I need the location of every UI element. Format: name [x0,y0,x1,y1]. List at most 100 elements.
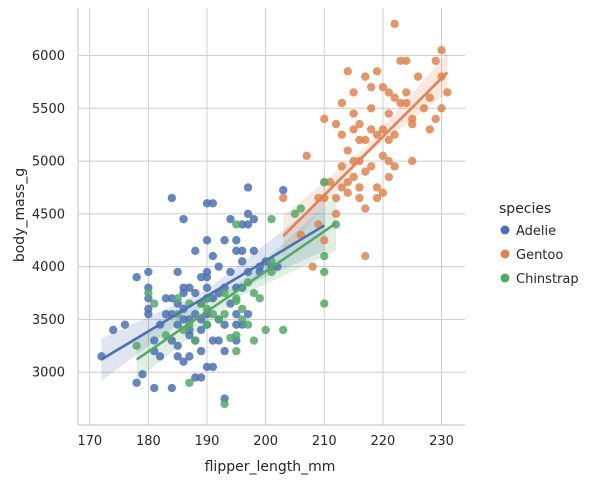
point-gentoo [361,251,370,261]
point-chinstrap [208,309,218,319]
point-gentoo [361,135,370,145]
point-gentoo [378,151,388,160]
point-adelie [120,320,130,329]
point-chinstrap [232,331,241,340]
point-gentoo [308,262,317,271]
y-tick-label: 5000 [32,155,65,170]
point-gentoo [349,88,358,97]
point-adelie [196,346,206,356]
point-chinstrap [255,294,264,303]
point-chinstrap [249,288,259,298]
point-adelie [214,262,223,271]
regression-line-adelie [100,224,325,361]
point-adelie [196,373,206,382]
point-gentoo [425,93,435,102]
point-gentoo [343,67,352,76]
point-gentoo [337,162,347,171]
point-adelie [237,246,247,256]
point-chinstrap [267,214,276,224]
point-adelie [249,246,259,256]
point-adelie [144,267,153,277]
point-adelie [173,352,182,361]
scatter-points [97,19,452,409]
point-adelie [202,199,212,208]
point-adelie [202,362,212,372]
point-adelie [226,267,235,277]
point-adelie [179,214,188,224]
point-adelie [232,236,241,245]
point-adelie [237,257,247,266]
regression-line-chinstrap [135,222,337,361]
point-adelie [243,309,253,319]
point-chinstrap [261,325,270,335]
legend-label-chinstrap: Chinstrap [516,272,579,287]
x-tick-label: 170 [77,434,102,449]
point-adelie [220,346,229,356]
point-chinstrap [220,288,229,298]
point-gentoo [349,109,358,118]
point-gentoo [384,135,393,145]
x-axis-label: flipper_length_mm [205,459,336,475]
point-adelie [132,273,141,282]
point-adelie [138,370,147,379]
point-chinstrap [320,251,329,261]
point-adelie [249,214,259,224]
point-chinstrap [237,315,247,324]
point-adelie [144,304,153,314]
point-gentoo [320,114,329,124]
point-gentoo [366,162,376,171]
point-gentoo [372,193,382,203]
point-chinstrap [191,336,200,345]
point-adelie [202,283,212,292]
point-chinstrap [296,204,306,213]
point-gentoo [378,82,388,92]
legend-marker-chinstrap [500,273,510,283]
point-gentoo [355,119,364,129]
point-chinstrap [232,296,241,306]
point-gentoo [349,125,358,134]
point-gentoo [384,156,393,166]
x-tick-label: 200 [253,434,278,449]
point-gentoo [355,193,364,203]
point-gentoo [402,88,411,97]
point-chinstrap [320,267,329,277]
point-adelie [150,383,159,393]
point-adelie [167,193,177,203]
point-adelie [220,320,229,329]
point-gentoo [279,193,288,203]
x-tick-label: 230 [429,434,454,449]
point-gentoo [390,19,399,29]
point-chinstrap [279,325,288,335]
point-gentoo [366,125,376,134]
point-adelie [243,209,253,219]
point-gentoo [408,114,417,124]
point-adelie [243,220,253,229]
point-gentoo [378,125,388,134]
point-gentoo [343,177,352,187]
point-adelie [191,288,200,298]
point-adelie [173,341,182,351]
point-chinstrap [132,341,141,351]
point-gentoo [337,183,347,192]
point-chinstrap [214,315,223,324]
point-chinstrap [185,378,194,387]
point-gentoo [402,56,411,65]
y-tick-label: 3500 [32,313,65,328]
y-tick-label: 3000 [32,366,65,381]
x-tick-label: 210 [312,434,337,449]
point-adelie [232,320,241,329]
point-adelie [208,362,218,372]
point-chinstrap [202,320,212,329]
point-chinstrap [320,299,329,308]
point-chinstrap [150,299,159,308]
point-gentoo [337,98,347,108]
point-adelie [208,336,218,345]
point-gentoo [402,98,411,108]
point-adelie [202,267,212,277]
point-gentoo [431,114,440,124]
point-chinstrap [144,288,153,298]
point-adelie [208,199,218,208]
point-chinstrap [243,320,253,329]
point-gentoo [437,46,446,55]
